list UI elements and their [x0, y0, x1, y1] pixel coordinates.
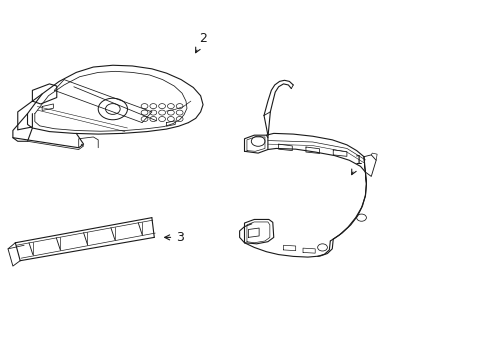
Text: 3: 3 — [164, 231, 183, 244]
Text: 1: 1 — [351, 154, 362, 175]
Text: 2: 2 — [195, 32, 206, 53]
